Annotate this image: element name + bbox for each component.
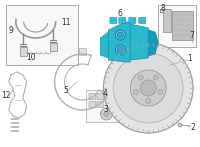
FancyBboxPatch shape [107, 93, 114, 100]
Polygon shape [130, 24, 150, 60]
Text: 12: 12 [1, 91, 11, 100]
Circle shape [138, 75, 143, 80]
FancyBboxPatch shape [107, 101, 114, 107]
FancyBboxPatch shape [97, 93, 104, 100]
Text: 10: 10 [26, 52, 36, 61]
FancyBboxPatch shape [115, 93, 122, 100]
Circle shape [178, 123, 182, 127]
Polygon shape [148, 30, 158, 56]
Text: 5: 5 [63, 86, 68, 95]
Text: 11: 11 [61, 17, 70, 26]
Polygon shape [108, 22, 130, 62]
FancyBboxPatch shape [89, 93, 96, 100]
FancyBboxPatch shape [86, 90, 127, 122]
Text: 8: 8 [161, 4, 166, 12]
FancyBboxPatch shape [172, 10, 193, 40]
Circle shape [158, 90, 163, 95]
Circle shape [133, 90, 138, 95]
FancyBboxPatch shape [50, 43, 57, 51]
Circle shape [140, 80, 156, 96]
Text: 9: 9 [8, 25, 13, 35]
FancyBboxPatch shape [158, 5, 196, 47]
Text: 3: 3 [103, 106, 108, 115]
FancyBboxPatch shape [97, 101, 104, 107]
Circle shape [153, 75, 158, 80]
Circle shape [115, 45, 125, 55]
Circle shape [117, 47, 123, 53]
FancyBboxPatch shape [129, 17, 136, 24]
Circle shape [103, 43, 193, 133]
Text: 2: 2 [191, 122, 195, 132]
Circle shape [113, 53, 183, 123]
Circle shape [115, 30, 125, 40]
Text: 1: 1 [188, 54, 192, 62]
FancyBboxPatch shape [139, 17, 146, 24]
Text: 4: 4 [103, 88, 108, 97]
FancyBboxPatch shape [110, 17, 117, 24]
FancyBboxPatch shape [79, 48, 86, 55]
FancyBboxPatch shape [119, 17, 126, 24]
FancyBboxPatch shape [115, 101, 122, 107]
Text: 7: 7 [190, 30, 194, 40]
FancyBboxPatch shape [20, 47, 27, 56]
FancyBboxPatch shape [89, 101, 96, 107]
Polygon shape [100, 32, 112, 58]
FancyBboxPatch shape [163, 9, 171, 31]
Circle shape [130, 70, 166, 106]
Text: 6: 6 [118, 9, 123, 17]
FancyBboxPatch shape [6, 5, 78, 65]
Circle shape [104, 112, 109, 117]
Circle shape [146, 98, 151, 103]
Circle shape [117, 32, 123, 38]
Circle shape [100, 108, 112, 120]
